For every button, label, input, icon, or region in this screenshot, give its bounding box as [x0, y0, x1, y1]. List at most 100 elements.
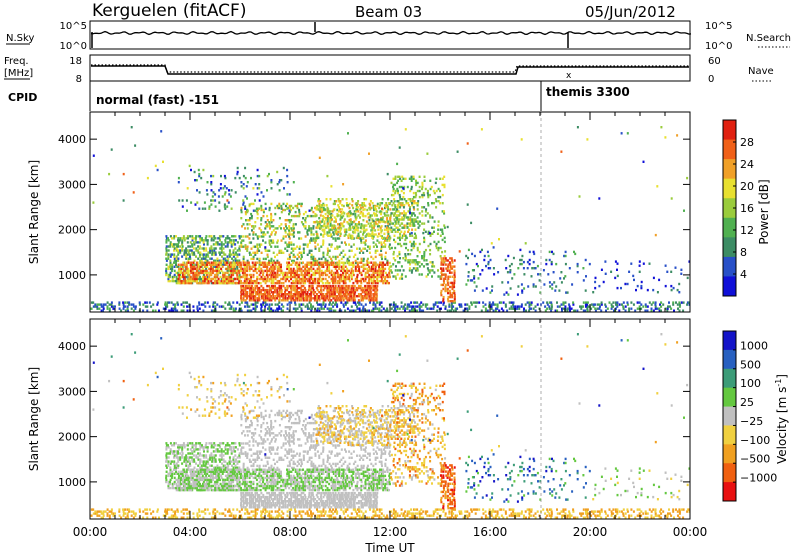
data-cell: [442, 269, 445, 272]
data-cell: [206, 508, 209, 511]
data-cell: [526, 260, 529, 264]
data-cell: [418, 212, 421, 215]
data-cell: [341, 224, 344, 227]
data-cell: [203, 275, 206, 279]
data-cell: [270, 179, 273, 182]
data-cell: [292, 229, 295, 232]
data-cell: [214, 247, 217, 250]
data-cell: [343, 234, 346, 237]
data-cell: [677, 307, 679, 310]
data-cell: [254, 265, 257, 268]
data-cell: [296, 265, 299, 268]
data-cell: [364, 229, 367, 232]
data-cell: [180, 303, 183, 306]
data-cell: [524, 303, 527, 306]
data-cell: [152, 303, 155, 306]
data-cell: [364, 288, 367, 292]
data-cell: [668, 305, 671, 308]
data-cell: [596, 307, 599, 310]
data-cell: [447, 298, 449, 301]
data-cell: [244, 293, 247, 296]
data-cell: [375, 210, 378, 213]
data-cell: [244, 245, 247, 248]
data-cell: [192, 271, 195, 275]
data-cell: [400, 204, 402, 207]
data-cell: [450, 516, 453, 519]
data-cell: [364, 239, 367, 242]
data-cell: [415, 261, 418, 264]
data-cell: [322, 277, 325, 281]
data-cell: [310, 514, 313, 517]
data-cell: [320, 265, 323, 268]
data-cell: [302, 269, 305, 273]
data-cell: [348, 277, 350, 281]
data-cell: [342, 291, 344, 294]
data-cell: [134, 305, 137, 308]
data-cell: [300, 284, 303, 288]
data-cell: [179, 249, 182, 252]
data-cell: [439, 255, 442, 258]
data-cell: [375, 286, 378, 290]
data-cell: [346, 514, 349, 517]
data-cell: [246, 219, 249, 222]
data-cell: [265, 279, 268, 283]
data-cell: [184, 277, 187, 281]
data-cell: [213, 261, 216, 264]
data-cell: [296, 271, 298, 275]
data-cell: [364, 263, 367, 266]
data-cell: [314, 261, 317, 264]
data-cell: [414, 512, 417, 515]
data-cell: [398, 228, 401, 231]
data-cell: [503, 293, 506, 296]
data-cell: [403, 224, 406, 227]
data-cell: [199, 237, 202, 240]
data-cell: [345, 297, 348, 300]
data-cell: [181, 241, 184, 244]
data-cell: [186, 241, 189, 244]
data-cell: [214, 243, 217, 246]
data-cell: [348, 255, 351, 259]
data-cell: [182, 273, 184, 277]
data-cell: [178, 275, 181, 279]
data-cell: [468, 305, 471, 308]
y-tick-label: 1000: [58, 269, 86, 282]
data-cell: [304, 293, 307, 296]
data-cell: [382, 275, 385, 279]
data-cell: [573, 250, 575, 254]
data-cell: [276, 293, 279, 296]
data-cell: [292, 279, 295, 283]
data-cell: [421, 193, 424, 197]
data-cell: [410, 271, 413, 274]
data-cell: [280, 514, 283, 517]
data-cell: [336, 288, 339, 292]
data-cell: [342, 277, 345, 281]
data-cell: [280, 303, 283, 306]
colorbar-swatch: [723, 256, 736, 277]
data-cell: [146, 508, 148, 511]
data-cell: [248, 203, 251, 206]
data-cell: [167, 237, 169, 240]
data-cell: [326, 263, 329, 266]
data-cell: [354, 508, 357, 511]
data-cell: [213, 259, 215, 262]
data-cell: [248, 279, 251, 283]
data-cell: [394, 275, 397, 278]
data-cell: [181, 239, 184, 242]
data-cell: [376, 202, 379, 206]
data-cell: [449, 257, 452, 260]
data-cell: [317, 198, 320, 201]
data-cell: [544, 305, 547, 308]
data-cell: [344, 309, 347, 312]
data-cell: [400, 179, 403, 182]
data-cell: [274, 261, 277, 264]
data-cell: [312, 271, 315, 275]
data-cell: [94, 510, 97, 513]
data-cell: [536, 264, 539, 268]
data-cell: [326, 265, 329, 268]
data-cell: [373, 224, 376, 227]
data-cell: [421, 195, 424, 199]
data-cell: [291, 259, 293, 263]
data-cell: [385, 206, 388, 209]
data-cell: [424, 512, 427, 515]
data-cell: [473, 277, 476, 280]
